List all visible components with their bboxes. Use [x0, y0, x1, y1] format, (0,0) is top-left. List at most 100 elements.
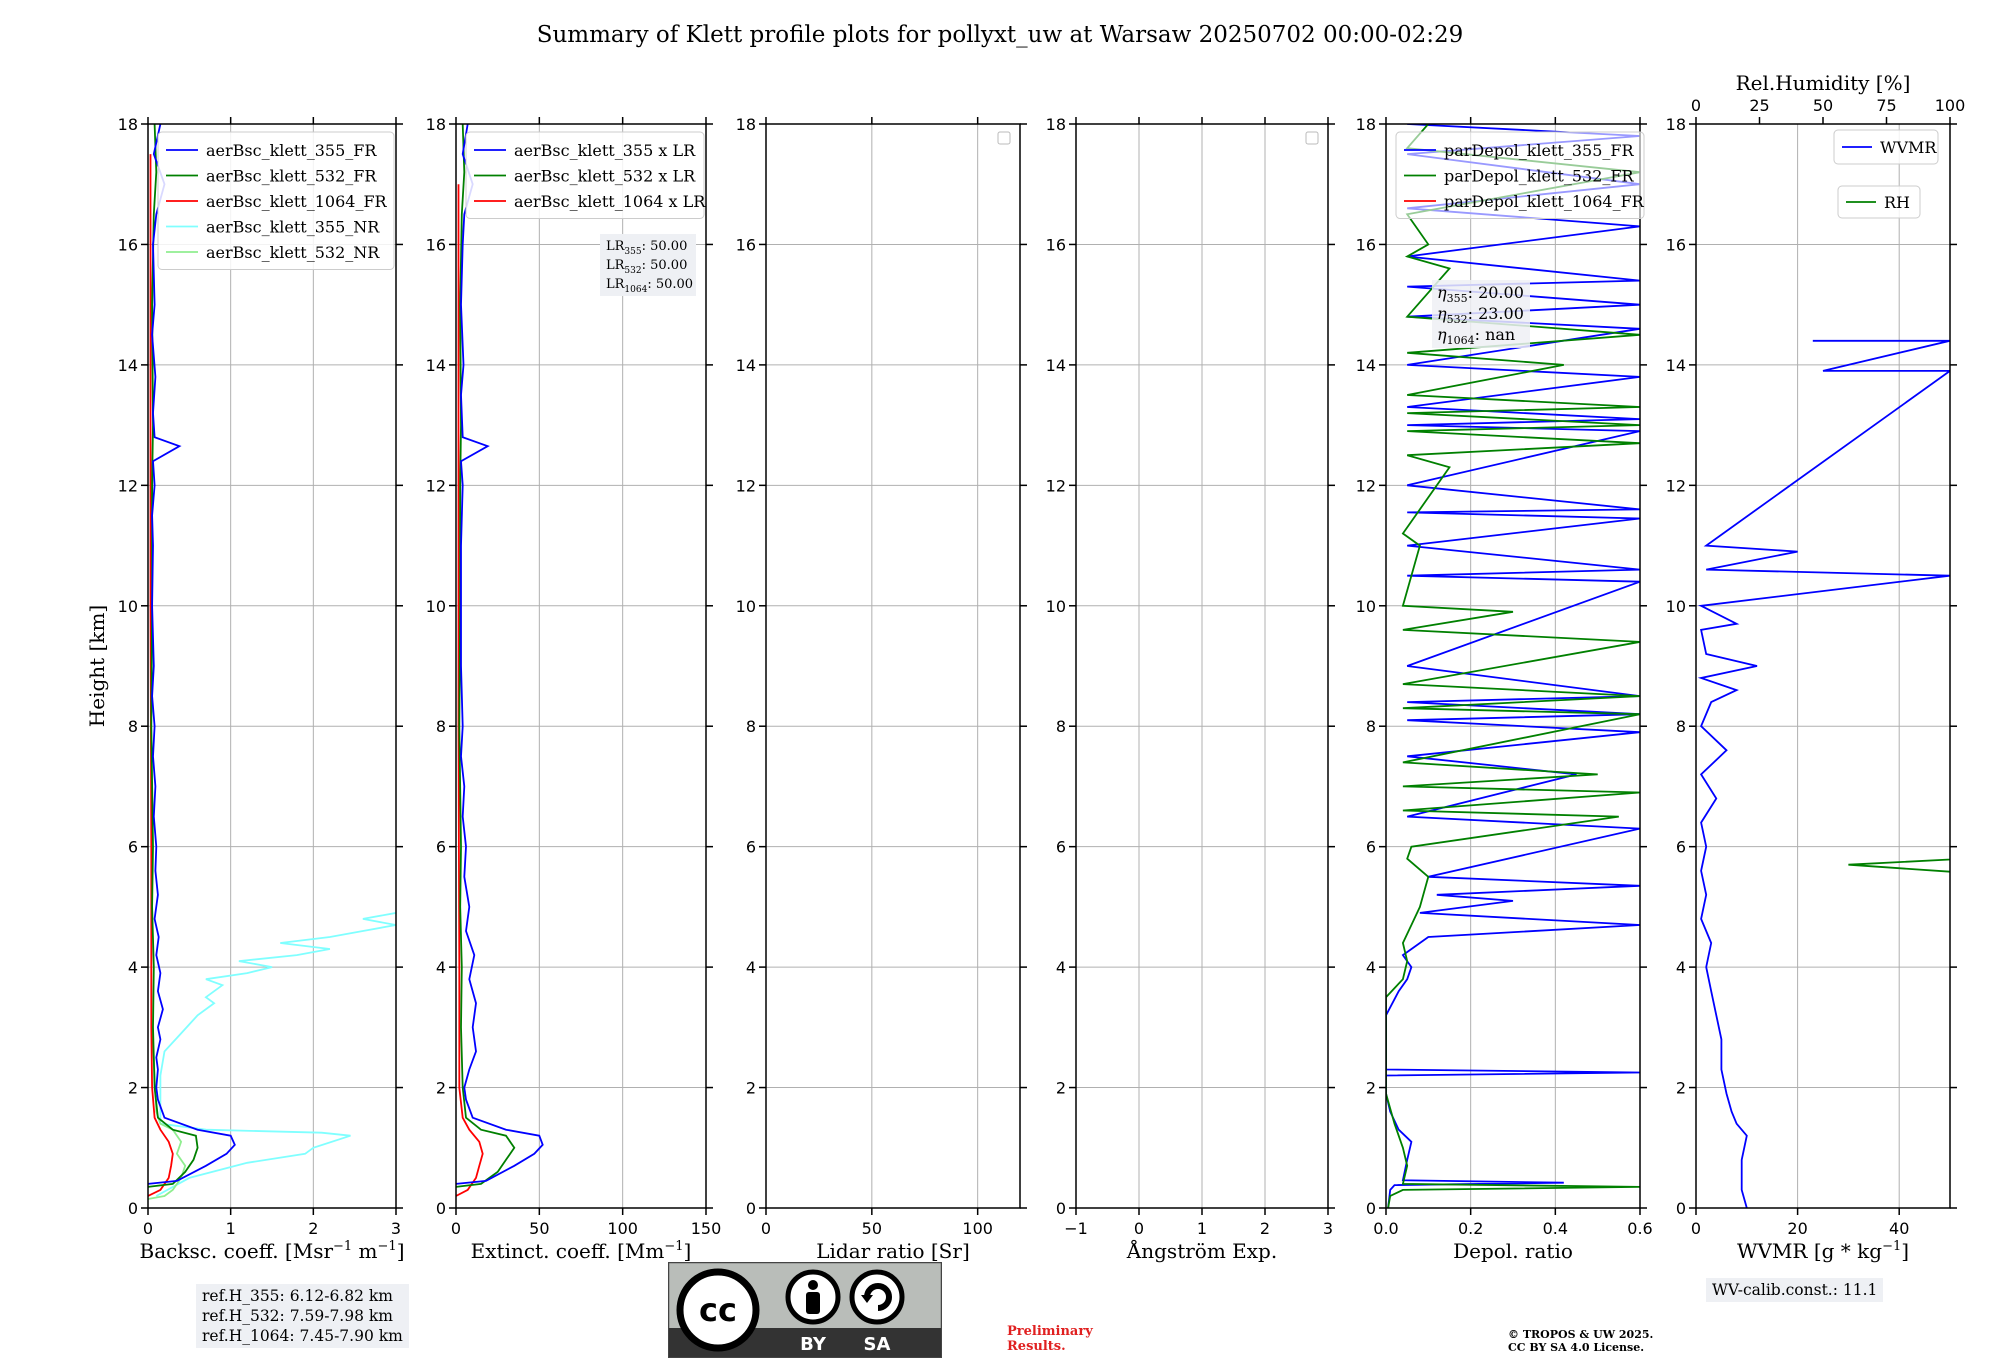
y-tick-label: 10 [1356, 597, 1376, 616]
y-tick-label: 0 [128, 1199, 138, 1218]
y-tick-label: 18 [1046, 115, 1066, 134]
lr-box [600, 234, 696, 296]
legend-label: aerBsc_klett_355_NR [206, 218, 380, 237]
y-tick-label: 18 [1666, 115, 1686, 134]
x-axis-label-part: Extinct. coeff. [Mm [471, 1239, 665, 1263]
y-tick-label: 0 [1676, 1199, 1686, 1218]
x-axis-label-part: Depol. ratio [1453, 1239, 1573, 1263]
preliminary-line-1: Preliminary [1007, 1324, 1093, 1339]
eta-text: η532: 23.00 [1437, 304, 1524, 326]
legend-label: aerBsc_klett_1064_FR [206, 192, 388, 211]
x-axis-label-superscript: −1 [664, 1239, 683, 1254]
series-line-aerBsc_klett_1064_FR [148, 154, 174, 1197]
y-tick-label: 8 [436, 717, 446, 736]
ref-height-355: ref.H_355: 6.12-6.82 km [202, 1287, 393, 1305]
y-tick-label: 8 [128, 717, 138, 736]
y-tick-label: 2 [128, 1079, 138, 1098]
x-axis-label: Backsc. coeff. [Msr−1​ m−1​] [140, 1239, 405, 1263]
y-tick-label: 4 [128, 958, 138, 977]
y-tick-label: 8 [746, 717, 756, 736]
y-tick-label: 10 [1046, 597, 1066, 616]
lidar-ratio-text-part: 1064 [624, 285, 647, 295]
axes-frame [1695, 123, 1951, 1209]
legend-box [1833, 129, 1939, 165]
top-axis-label: Rel.Humidity [%] [1736, 71, 1911, 95]
copyright-note: © TROPOS & UW 2025. CC BY SA 4.0 License… [1508, 1328, 1653, 1354]
panel-5: 0 2 4 6 8 10 12 14 16 18 0.0 0.2 0.4 0.6 Depol. ratio p… [1356, 115, 1653, 1263]
top-tick-label: 25 [1749, 96, 1769, 115]
x-axis-label-part: WVMR [g * kg [1737, 1239, 1882, 1263]
eta-text-part: : 23.00 [1468, 304, 1524, 323]
lidar-ratio-text: LR1064: 50.00 [606, 277, 693, 295]
legend-label: parDepol_klett_532_FR [1444, 167, 1635, 186]
y-tick-label: 4 [1056, 958, 1066, 977]
legend-label: aerBsc_klett_355 x LR [514, 141, 696, 160]
y-tick-label: 12 [736, 476, 756, 495]
y-tick-label: 16 [426, 235, 446, 254]
figure-title: Summary of Klett profile plots for polly… [536, 22, 1464, 48]
top-tick-label: 0 [1691, 96, 1701, 115]
x-axis-label-part: ] [1901, 1239, 1909, 1263]
y-tick-label: 18 [118, 115, 138, 134]
eta-text-part: η [1437, 325, 1447, 344]
x-tick-label: 50 [529, 1219, 549, 1238]
ref-height-1064: ref.H_1064: 7.45-7.90 km [202, 1327, 403, 1345]
eta-text: η355: 20.00 [1437, 283, 1524, 305]
y-tick-label: 12 [1046, 476, 1066, 495]
ref-height-532: ref.H_532: 7.59-7.98 km [202, 1307, 393, 1325]
x-axis-label-part: m [352, 1239, 377, 1263]
y-tick-label: 14 [118, 356, 138, 375]
x-tick-label: −1 [1064, 1219, 1088, 1238]
series-line-aerBsc_klett_532_FR [148, 124, 199, 1188]
x-tick-label: 50 [862, 1219, 882, 1238]
axes-frame [147, 123, 397, 1209]
y-tick-label: 6 [128, 838, 138, 857]
eta-text-part: : 20.00 [1468, 283, 1524, 302]
x-tick-label: 2 [1260, 1219, 1270, 1238]
lidar-ratio-text: LR355: 50.00 [606, 239, 687, 257]
x-axis-label: Ångström Exp. [1126, 1238, 1277, 1263]
y-tick-label: 10 [736, 597, 756, 616]
axes-frame [455, 123, 707, 1209]
series-line-aerBsc_klett_355 x LR [456, 124, 544, 1185]
x-tick-label: 0 [451, 1219, 461, 1238]
wv-calibration-box: WV-calib.const.: 11.1 [1706, 1278, 1884, 1302]
y-tick-label: 4 [1366, 958, 1376, 977]
y-tick-label: 18 [426, 115, 446, 134]
series-line-RH [1848, 858, 1950, 873]
y-tick-label: 2 [1676, 1079, 1686, 1098]
axes-frame [1075, 123, 1329, 1209]
reference-height-box: ref.H_355: 6.12-6.82 km ref.H_532: 7.59-… [196, 1284, 409, 1348]
y-tick-label: 16 [1666, 235, 1686, 254]
eta-text-part: η [1437, 283, 1447, 302]
x-tick-label: 0 [761, 1219, 771, 1238]
sa-text: SA [864, 1334, 891, 1355]
lidar-ratio-text-part: LR [606, 239, 626, 254]
y-tick-label: 0 [1366, 1199, 1376, 1218]
x-axis-label-superscript: −1 [378, 1239, 397, 1254]
legend-label: RH [1884, 193, 1910, 212]
lidar-ratio-text-part: LR [606, 258, 626, 273]
x-axis-label-superscript: −1 [333, 1239, 352, 1254]
x-axis-label-superscript: −1 [1882, 1239, 1901, 1254]
x-tick-label: 100 [607, 1219, 638, 1238]
series-line-aerBsc_klett_355_NR [155, 912, 396, 1197]
y-tick-label: 14 [736, 356, 756, 375]
eta-text: η1064: nan [1437, 325, 1515, 347]
y-tick-label: 16 [118, 235, 138, 254]
y-tick-label: 12 [1356, 476, 1376, 495]
series-line-aerBsc_klett_532 x LR [456, 124, 516, 1188]
legend-label: aerBsc_klett_355_FR [206, 141, 377, 160]
lidar-ratio-text: LR532: 50.00 [606, 258, 687, 276]
top-tick-label: 100 [1935, 96, 1966, 115]
x-axis-label: WVMR [g * kg−1​] [1737, 1239, 1909, 1263]
eta-text-part: 532 [1447, 313, 1468, 326]
y-tick-label: 8 [1676, 717, 1686, 736]
x-axis-label-part: Lidar ratio [Sr] [816, 1239, 970, 1263]
series-line-aerBsc_klett_355_FR [148, 124, 236, 1185]
y-tick-label: 10 [118, 597, 138, 616]
